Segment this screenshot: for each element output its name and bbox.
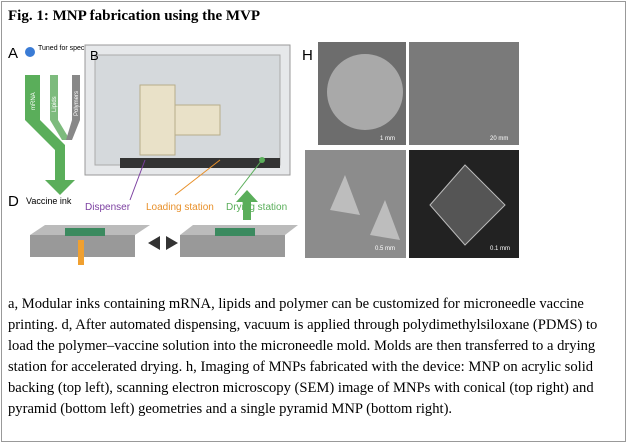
ink-label: Vaccine ink [26,196,72,206]
ink-label: mRNA [31,92,37,110]
leader [174,159,221,196]
flow-arrow [25,75,75,195]
panel-label: B [90,48,99,63]
figure: A Tuned for specific vaccines mRNA Lipid… [8,42,519,265]
robot-arm [174,104,221,136]
machine-base [120,158,280,168]
robot-arm [139,84,176,156]
pyramid [429,164,506,246]
panel-label: H [302,47,313,64]
photo [409,42,519,145]
leader [129,159,146,201]
ink-label: Polymers [74,91,80,116]
station-label: Dispenser [85,202,131,213]
pyramid [330,175,360,215]
panel-label: A [8,45,18,62]
mold [180,235,285,257]
ink-layer [65,228,105,236]
figure-title: Fig. 1: MNP fabrication using the MVP [8,8,261,24]
patch [327,54,403,130]
vacuum-arrow [78,240,84,265]
pyramid [370,200,400,240]
panel-label: D [8,193,19,210]
station-label: Loading station [146,202,214,213]
drying-arrow [236,190,258,220]
caption: a, Modular inks containing mRNA, lipids … [8,296,598,417]
ink-layer [215,228,255,236]
flow-arrow [66,75,80,140]
gear-icon [25,47,35,57]
ink-label: Lipids [52,96,58,112]
scale-bar: 0.1 mm [490,246,510,252]
scale-bar: 0.5 mm [375,246,395,252]
flow-arrow [50,75,70,140]
scale-bar: 1 mm [380,136,395,142]
scale-bar: 20 mm [490,136,508,142]
note: Tuned for specific vaccines [38,45,123,52]
leader [234,159,263,196]
swap-arrow [148,236,178,250]
marker [259,157,265,163]
station-label: Drying station [226,202,287,213]
